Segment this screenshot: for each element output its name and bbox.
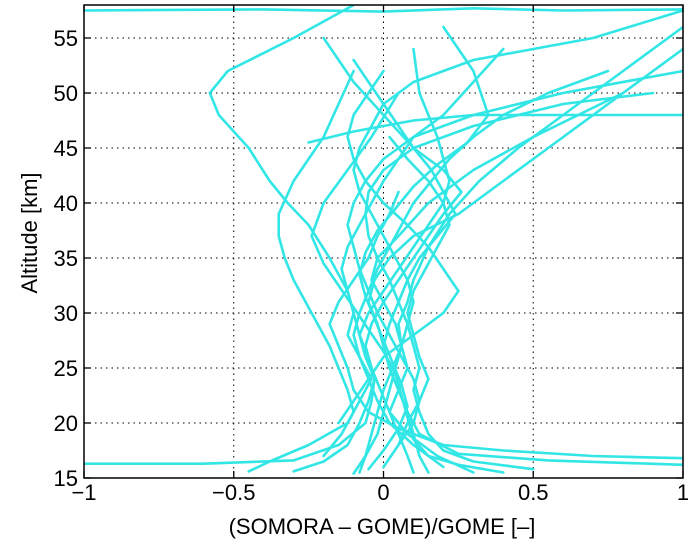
x-tick-label: 1	[677, 480, 689, 505]
y-tick-label: 35	[54, 246, 78, 271]
y-tick-label: 40	[54, 191, 78, 216]
x-axis-ticks: −1 −0.5 0 0.5 1	[71, 5, 689, 505]
series-line-11	[292, 47, 505, 473]
y-tick-label: 45	[54, 136, 78, 161]
y-axis-label: Altitude [km]	[17, 172, 42, 293]
y-tick-label: 55	[54, 26, 78, 51]
series-line-17	[352, 69, 610, 469]
x-tick-label: 0.5	[518, 480, 549, 505]
grid-lines	[84, 5, 683, 478]
y-tick-label: 25	[54, 356, 78, 381]
series-line-19	[310, 91, 505, 474]
y-tick-label: 20	[54, 411, 78, 436]
series-line-18	[358, 25, 490, 471]
y-tick-label: 15	[54, 466, 78, 491]
series-line-9	[328, 190, 683, 460]
series-line-7	[382, 135, 451, 469]
series-line-10	[346, 69, 683, 447]
series-line-6	[364, 91, 655, 471]
y-tick-label: 30	[54, 301, 78, 326]
series-lines	[84, 5, 683, 475]
x-tick-label: 0	[377, 480, 389, 505]
series-line-15	[307, 113, 683, 144]
x-tick-label: −0.5	[212, 480, 255, 505]
series-line-5	[277, 69, 355, 458]
x-tick-label: −1	[71, 480, 96, 505]
x-axis-label: (SOMORA – GOME)/GOME [–]	[229, 514, 536, 539]
y-tick-label: 50	[54, 81, 78, 106]
series-line-16	[337, 69, 460, 425]
y-axis-ticks: 15 20 25 30 35 40 45 50 55	[54, 26, 683, 491]
series-line-20	[322, 36, 463, 474]
series-line-4	[84, 47, 451, 466]
